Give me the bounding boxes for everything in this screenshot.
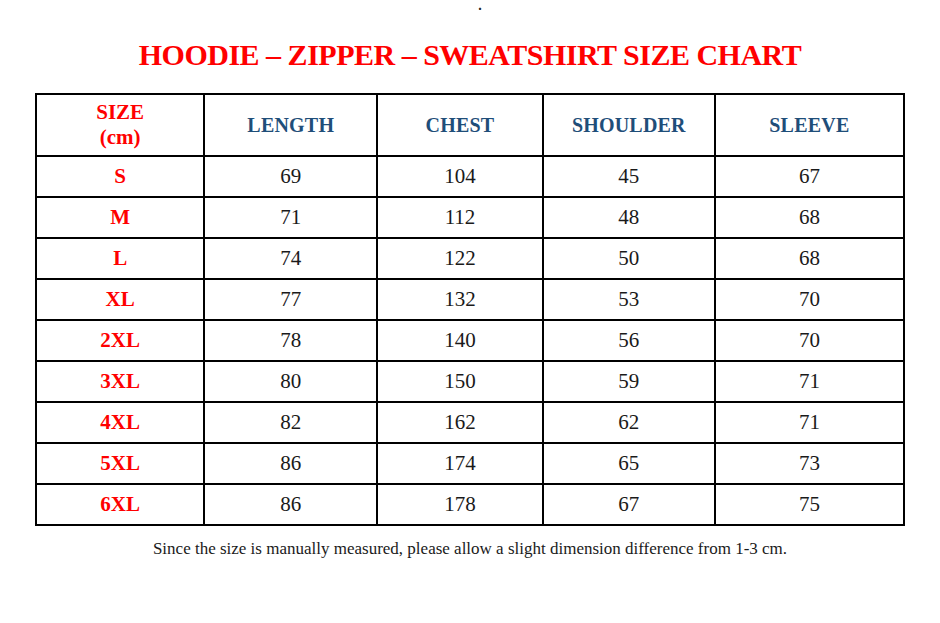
- sleeve-cell: 70: [715, 279, 904, 320]
- sleeve-cell: 68: [715, 197, 904, 238]
- table-row: S 69 104 45 67: [36, 156, 904, 197]
- length-cell: 82: [204, 402, 377, 443]
- table-body: S 69 104 45 67 M 71 112 48 68 L 74 122 5…: [36, 156, 904, 525]
- size-chart-page: . HOODIE – ZIPPER – SWEATSHIRT SIZE CHAR…: [0, 0, 940, 623]
- chest-cell: 122: [377, 238, 543, 279]
- length-cell: 86: [204, 443, 377, 484]
- size-cell: S: [36, 156, 204, 197]
- length-cell: 80: [204, 361, 377, 402]
- length-cell: 71: [204, 197, 377, 238]
- column-header-shoulder: SHOULDER: [543, 94, 715, 156]
- chest-cell: 178: [377, 484, 543, 525]
- chest-cell: 174: [377, 443, 543, 484]
- size-header-line2: (cm): [100, 125, 141, 149]
- size-cell: XL: [36, 279, 204, 320]
- chest-cell: 162: [377, 402, 543, 443]
- size-cell: 2XL: [36, 320, 204, 361]
- length-cell: 86: [204, 484, 377, 525]
- sleeve-cell: 75: [715, 484, 904, 525]
- size-chart-table: SIZE (cm) LENGTH CHEST SHOULDER SLEEVE S…: [35, 93, 905, 526]
- chest-cell: 112: [377, 197, 543, 238]
- sleeve-cell: 71: [715, 361, 904, 402]
- shoulder-cell: 65: [543, 443, 715, 484]
- shoulder-cell: 62: [543, 402, 715, 443]
- length-cell: 78: [204, 320, 377, 361]
- size-cell: 5XL: [36, 443, 204, 484]
- shoulder-cell: 45: [543, 156, 715, 197]
- length-cell: 77: [204, 279, 377, 320]
- stray-dot: .: [472, 0, 488, 14]
- chest-cell: 104: [377, 156, 543, 197]
- size-cell: L: [36, 238, 204, 279]
- sleeve-cell: 67: [715, 156, 904, 197]
- size-cell: 3XL: [36, 361, 204, 402]
- shoulder-cell: 67: [543, 484, 715, 525]
- table-row: 3XL 80 150 59 71: [36, 361, 904, 402]
- shoulder-cell: 56: [543, 320, 715, 361]
- table-row: M 71 112 48 68: [36, 197, 904, 238]
- length-cell: 74: [204, 238, 377, 279]
- table-row: 5XL 86 174 65 73: [36, 443, 904, 484]
- table-row: 6XL 86 178 67 75: [36, 484, 904, 525]
- chest-cell: 140: [377, 320, 543, 361]
- shoulder-cell: 53: [543, 279, 715, 320]
- sleeve-cell: 70: [715, 320, 904, 361]
- sleeve-cell: 73: [715, 443, 904, 484]
- shoulder-cell: 48: [543, 197, 715, 238]
- chest-cell: 132: [377, 279, 543, 320]
- size-cell: M: [36, 197, 204, 238]
- size-header-line1: SIZE: [96, 100, 144, 124]
- sleeve-cell: 68: [715, 238, 904, 279]
- table-row: 2XL 78 140 56 70: [36, 320, 904, 361]
- header-row: SIZE (cm) LENGTH CHEST SHOULDER SLEEVE: [36, 94, 904, 156]
- sleeve-cell: 71: [715, 402, 904, 443]
- table-row: L 74 122 50 68: [36, 238, 904, 279]
- length-cell: 69: [204, 156, 377, 197]
- footnote: Since the size is manually measured, ple…: [0, 539, 940, 559]
- table-row: XL 77 132 53 70: [36, 279, 904, 320]
- size-cell: 6XL: [36, 484, 204, 525]
- shoulder-cell: 50: [543, 238, 715, 279]
- shoulder-cell: 59: [543, 361, 715, 402]
- page-title: HOODIE – ZIPPER – SWEATSHIRT SIZE CHART: [0, 38, 940, 72]
- table-row: 4XL 82 162 62 71: [36, 402, 904, 443]
- column-header-sleeve: SLEEVE: [715, 94, 904, 156]
- chest-cell: 150: [377, 361, 543, 402]
- column-header-chest: CHEST: [377, 94, 543, 156]
- size-cell: 4XL: [36, 402, 204, 443]
- column-header-size: SIZE (cm): [36, 94, 204, 156]
- column-header-length: LENGTH: [204, 94, 377, 156]
